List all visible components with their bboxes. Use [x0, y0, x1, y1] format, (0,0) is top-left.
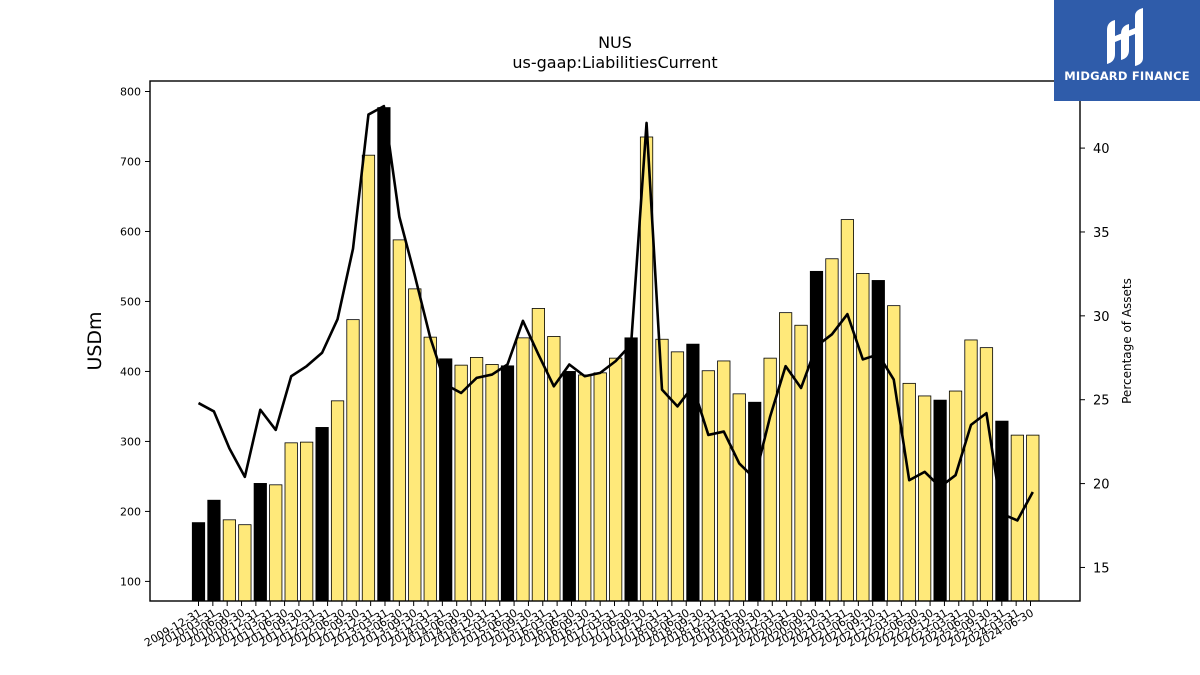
bar	[902, 382, 916, 602]
bar	[1026, 434, 1040, 602]
bar	[315, 427, 329, 602]
bar	[454, 364, 468, 602]
bar	[948, 390, 963, 602]
bar	[469, 357, 484, 602]
y-tick-label: 300	[120, 435, 141, 448]
bar	[593, 372, 607, 602]
y2-tick-label: 40	[1093, 142, 1110, 157]
bar	[562, 371, 576, 602]
bar	[253, 483, 267, 602]
y2-tick-label: 25	[1093, 394, 1110, 409]
y-tick-label: 100	[120, 575, 141, 588]
bar	[516, 337, 530, 602]
bar	[670, 351, 685, 602]
bar	[377, 107, 391, 602]
bar	[207, 499, 221, 602]
bar	[423, 336, 437, 602]
percentage-line	[197, 104, 1034, 522]
bar	[840, 219, 855, 602]
y-tick-label: 700	[120, 155, 141, 168]
midgard-logo-icon	[1107, 8, 1143, 66]
bar	[732, 393, 746, 602]
bar	[609, 357, 623, 602]
percentage-line-series	[197, 104, 1034, 522]
y-tick-label: 400	[120, 365, 141, 378]
bar	[701, 370, 715, 602]
chart-title: NUS	[598, 33, 632, 52]
bar	[361, 154, 376, 602]
bar	[825, 258, 839, 602]
bar	[485, 364, 499, 602]
bar	[238, 524, 252, 602]
bar	[779, 312, 793, 602]
y2-tick-label: 35	[1093, 226, 1110, 241]
bar	[269, 484, 283, 602]
bar	[330, 400, 345, 602]
bar	[284, 442, 298, 602]
bar	[408, 288, 422, 602]
bar	[624, 337, 638, 602]
y-axis-label: USDm	[84, 311, 106, 370]
bar	[717, 360, 731, 602]
bar	[918, 395, 932, 602]
y-tick-label: 200	[120, 505, 141, 518]
bar	[856, 273, 870, 602]
y2-tick-label: 20	[1093, 478, 1110, 493]
y-tick-label: 800	[120, 85, 141, 98]
bar	[794, 324, 808, 602]
bar	[763, 357, 777, 602]
y2-axis-label: Percentage of Assets	[1120, 278, 1134, 404]
bar	[887, 305, 901, 602]
bar	[809, 270, 824, 602]
bar	[392, 239, 406, 602]
y-tick-label: 600	[120, 225, 141, 238]
y2-tick-label: 15	[1093, 561, 1110, 576]
bar	[346, 319, 360, 602]
midgard-finance-logo: MIDGARD FINANCE	[1054, 0, 1200, 101]
logo-text: MIDGARD FINANCE	[1064, 69, 1190, 83]
bar	[191, 522, 206, 602]
bar	[578, 374, 592, 602]
bar	[439, 358, 453, 602]
bar	[871, 280, 885, 602]
bar	[748, 401, 762, 602]
y2-tick-label: 30	[1093, 310, 1110, 325]
bar	[222, 519, 236, 602]
bar	[500, 365, 515, 602]
bar	[979, 347, 994, 602]
bar	[686, 343, 700, 602]
bar	[964, 339, 978, 602]
bar	[300, 441, 314, 602]
y-tick-label: 500	[120, 295, 141, 308]
chart-subtitle: us-gaap:LiabilitiesCurrent	[512, 53, 717, 72]
axes: 1002003004005006007008001520253035402009…	[120, 80, 1110, 650]
bar	[933, 399, 947, 602]
